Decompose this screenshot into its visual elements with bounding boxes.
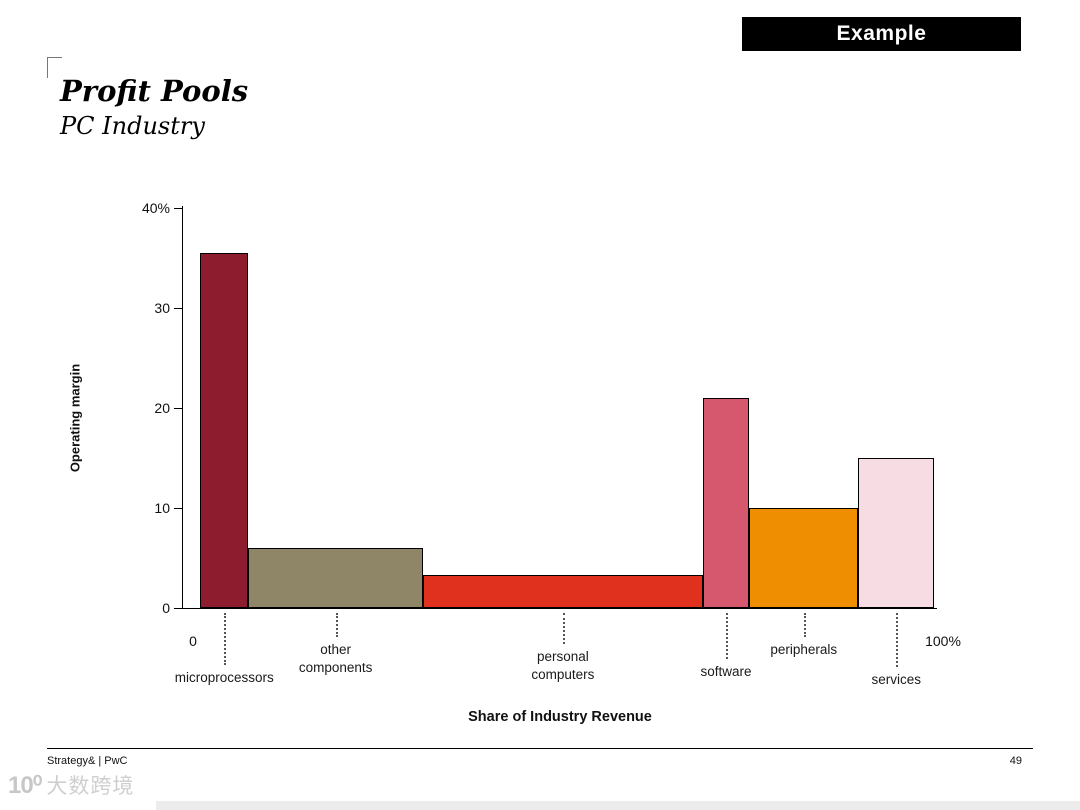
bar-label-line: computers <box>531 666 595 682</box>
bar-peripherals <box>749 508 859 608</box>
page-number: 49 <box>1009 755 1022 767</box>
bar-label-microprocessors: microprocessors <box>139 669 309 687</box>
y-tick-label-40: 40% <box>141 200 170 216</box>
bottom-strip <box>156 801 1080 810</box>
y-tick-30 <box>174 308 182 309</box>
bar-microprocessors <box>200 253 249 608</box>
bar-label-line: microprocessors <box>174 670 274 685</box>
y-tick-label-10: 10 <box>154 500 170 516</box>
y-tick-40 <box>174 208 182 209</box>
bar-label-software: software <box>641 663 811 681</box>
label-leader-microprocessors <box>224 613 227 665</box>
bar-personal-computers <box>422 575 703 608</box>
y-tick-0 <box>174 608 182 609</box>
bar-label-line: components <box>298 659 373 675</box>
label-leader-services <box>896 613 899 667</box>
watermark-text: 大数跨境 <box>46 775 135 798</box>
bar-label-line: services <box>871 672 921 687</box>
x-axis-title: Share of Industry Revenue <box>468 709 652 725</box>
y-axis-line <box>182 206 183 609</box>
label-leader-personal-computers <box>562 613 565 644</box>
y-tick-label-0: 0 <box>162 600 170 616</box>
example-badge: Example <box>742 17 1021 51</box>
bar-label-line: software <box>700 664 752 679</box>
label-leader-software <box>725 613 728 659</box>
y-tick-label-30: 30 <box>154 300 170 316</box>
bar-label-line: other <box>320 642 352 657</box>
bar-label-line: personal <box>536 649 589 664</box>
y-tick-label-20: 20 <box>154 400 170 416</box>
label-leader-other-components <box>335 613 338 637</box>
y-tick-10 <box>174 508 182 509</box>
watermark-logo-icon: 10⁰ <box>8 771 42 799</box>
x-end-label-0: 0 <box>189 633 197 649</box>
slide-subtitle: PC Industry <box>60 112 205 140</box>
bar-label-line: peripherals <box>770 642 838 657</box>
bar-label-services: services <box>811 671 981 689</box>
bar-label-personal-computers: personal computers <box>478 648 648 683</box>
slide-title: Profit Pools <box>60 74 249 108</box>
footer-brand: Strategy& | PwC <box>47 755 128 767</box>
watermark: 10⁰ 大数跨境 <box>8 770 134 800</box>
bar-services <box>858 458 934 608</box>
bar-other-components <box>248 548 423 608</box>
bar-label-peripherals: peripherals <box>719 641 889 659</box>
corner-bracket <box>47 57 62 78</box>
example-badge-label: Example <box>836 22 927 45</box>
y-tick-20 <box>174 408 182 409</box>
x-end-label-100: 100% <box>925 633 961 649</box>
footer-divider <box>47 748 1033 749</box>
y-axis-title: Operating margin <box>67 363 83 473</box>
x-axis-line <box>182 608 937 609</box>
label-leader-peripherals <box>803 613 806 637</box>
bar-label-other-components: other components <box>251 641 421 676</box>
bar-software <box>702 398 749 608</box>
